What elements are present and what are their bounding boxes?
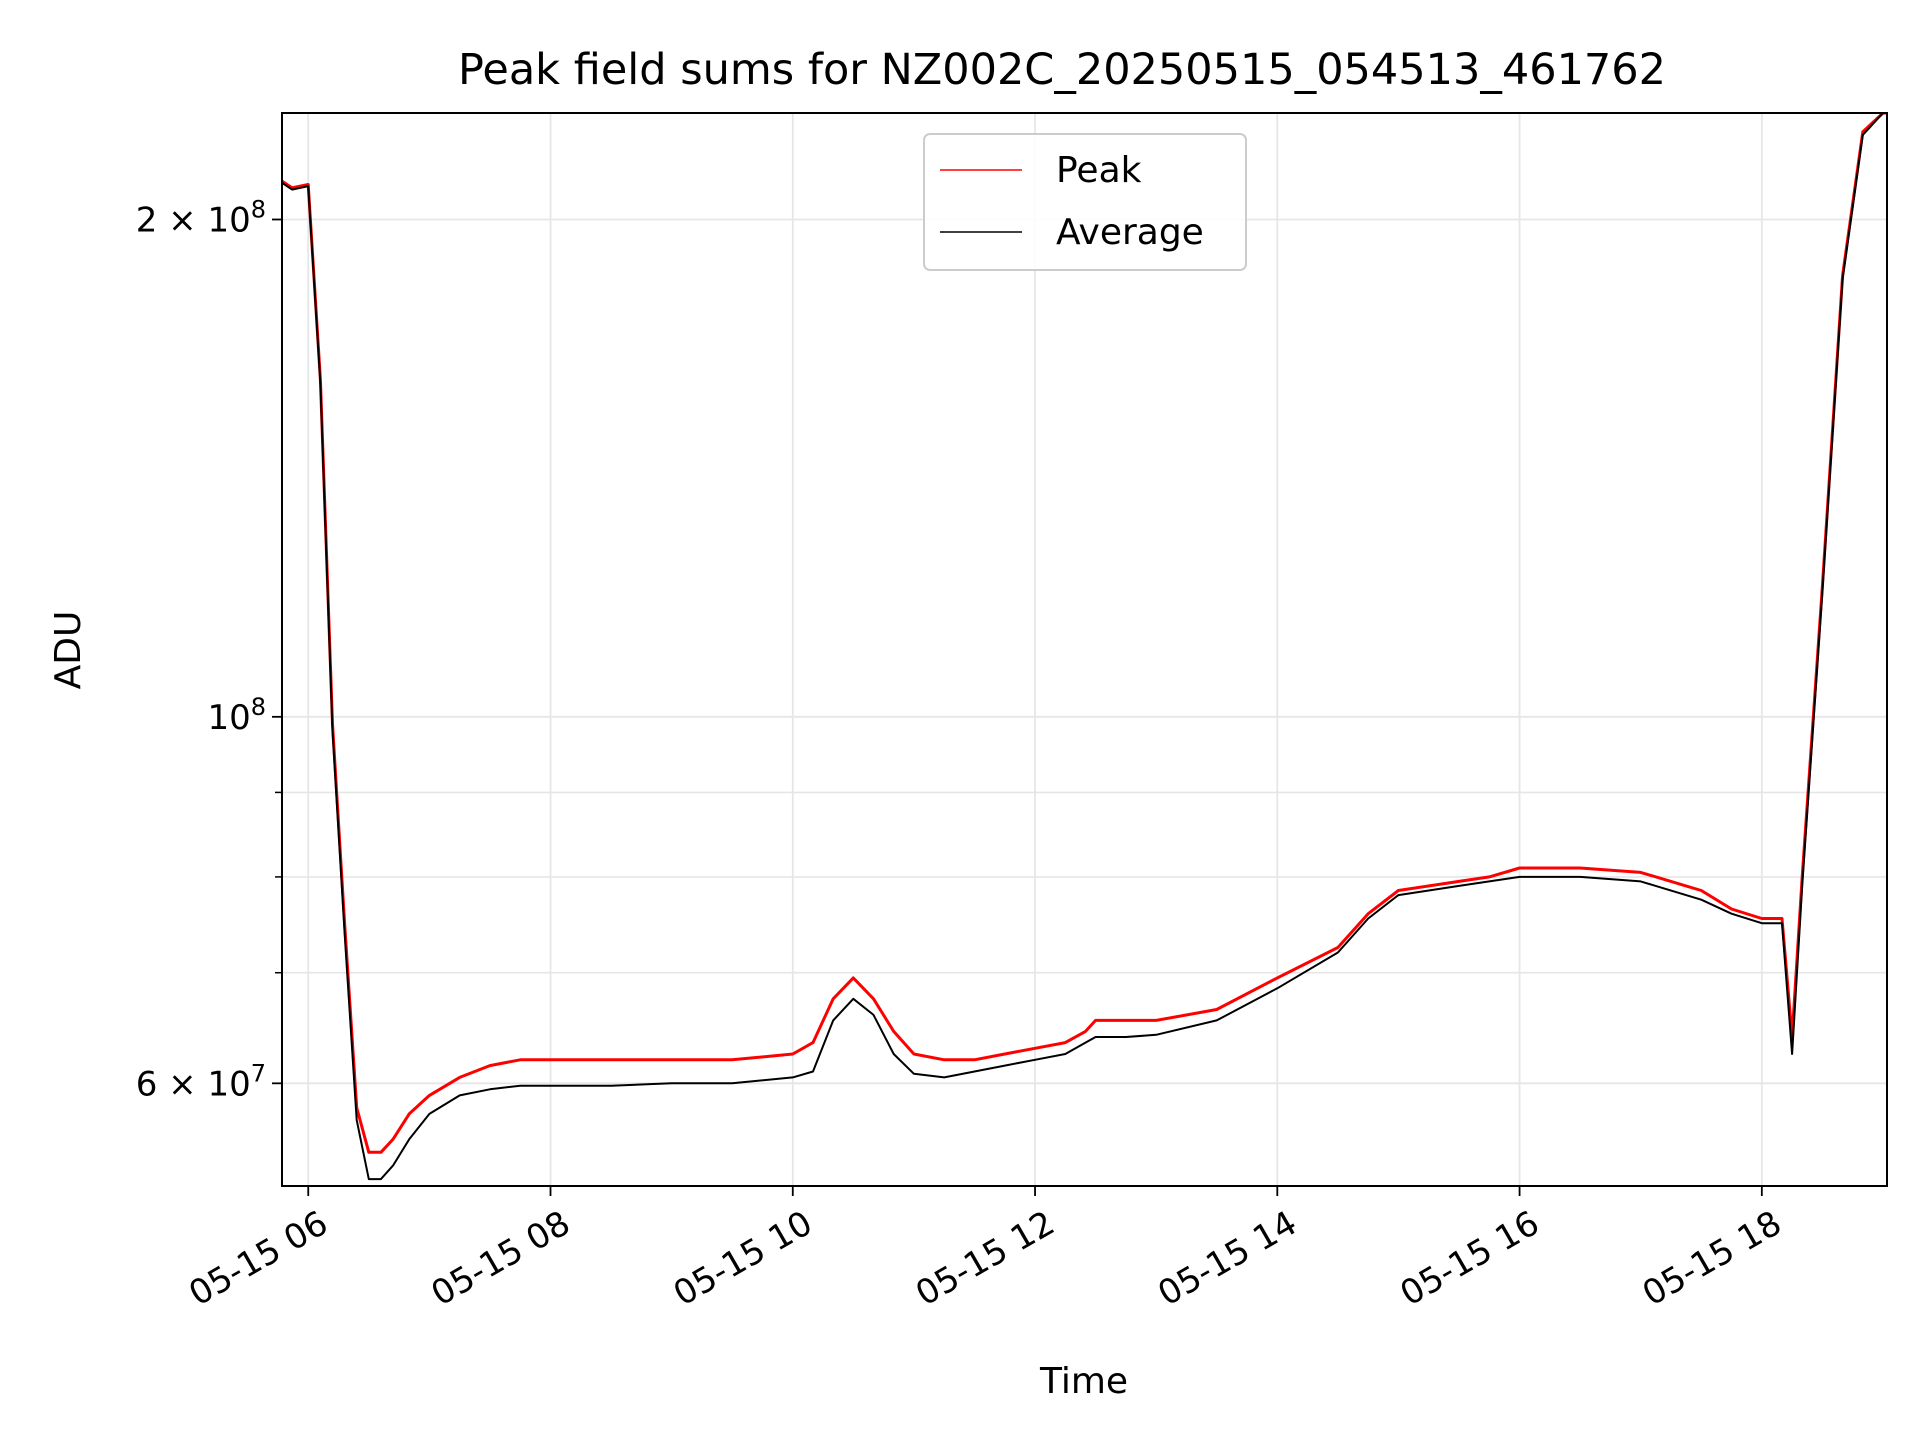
chart-title: Peak field sums for NZ002C_20250515_0545… <box>458 45 1666 95</box>
plot-series <box>282 113 1887 1181</box>
x-tick-label: 05-15 14 <box>1151 1203 1303 1314</box>
x-axis-label: Time <box>1039 1361 1128 1402</box>
y-tick-label: 108 <box>207 693 266 738</box>
x-tick-label: 05-15 06 <box>182 1203 334 1314</box>
legend-box <box>923 133 1247 271</box>
legend: Peak Average <box>923 133 1247 271</box>
x-tick-label: 05-15 16 <box>1394 1203 1546 1314</box>
series-line-average <box>282 113 1887 1181</box>
plot-frame <box>281 112 1888 1187</box>
y-tick-label: 6 × 107 <box>136 1059 266 1104</box>
x-tick-label: 05-15 18 <box>1636 1203 1788 1314</box>
x-tick-label: 05-15 12 <box>909 1203 1061 1314</box>
grid-lines <box>282 113 1887 1186</box>
y-axis-ticks: 6 × 107 108 2 × 108 <box>136 195 282 1104</box>
x-axis-ticks: 05-15 06 05-15 08 05-15 10 05-15 12 05-15 14… <box>182 1186 1788 1314</box>
y-tick-label: 2 × 108 <box>136 195 266 240</box>
x-tick-label: 05-15 08 <box>425 1203 577 1314</box>
series-line-peak <box>282 113 1887 1154</box>
x-tick-label: 05-15 10 <box>667 1203 819 1314</box>
legend-average-label: Average <box>1056 212 1204 253</box>
y-axis-label: ADU <box>48 611 89 690</box>
legend-peak-label: Peak <box>1056 150 1142 191</box>
